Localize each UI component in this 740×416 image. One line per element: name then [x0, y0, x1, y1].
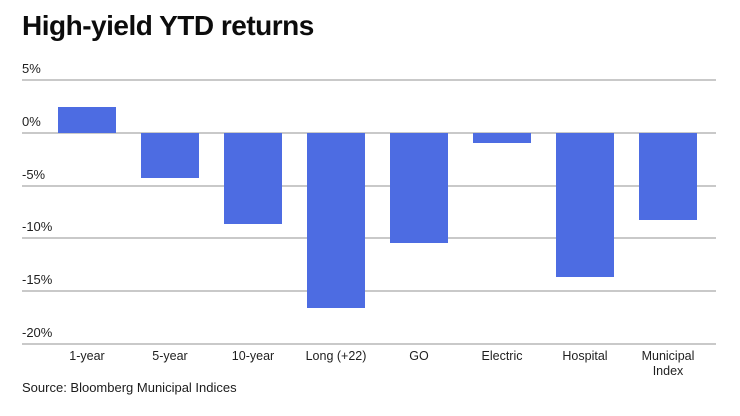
chart-title: High-yield YTD returns — [22, 10, 314, 41]
grid-line — [22, 237, 716, 240]
grid-line — [22, 131, 716, 134]
bar-10-year — [224, 132, 282, 224]
x-axis-category-label: Municipal Index — [641, 349, 695, 378]
x-axis-category-label: 5-year — [152, 349, 188, 363]
x-axis-category-label: GO — [409, 349, 429, 363]
y-axis-tick-label: -5% — [22, 166, 46, 182]
x-axis-category-label: 1-year — [69, 349, 105, 363]
x-axis-category-label: Long (+22) — [305, 349, 367, 363]
grid-line — [22, 79, 716, 81]
bar-1-year — [58, 107, 116, 133]
y-axis-tick-label: -20% — [22, 325, 53, 340]
source-attribution: Source: Bloomberg Municipal Indices — [22, 380, 237, 395]
y-axis-tick-label: 5% — [22, 61, 41, 76]
bar-long-22 — [307, 132, 365, 309]
grid-line — [22, 184, 716, 187]
x-axis-category-label: 10-year — [231, 349, 275, 363]
bar-electric — [473, 132, 531, 144]
grid-line — [22, 343, 716, 345]
bar-go — [390, 132, 448, 243]
y-axis-tick-label: -10% — [22, 219, 53, 235]
y-axis-tick-label: -15% — [22, 272, 53, 288]
x-axis-category-label: Electric — [481, 349, 523, 363]
bar-5-year — [141, 132, 199, 179]
grid-line — [22, 290, 716, 293]
y-axis-tick-label: 0% — [22, 113, 41, 129]
bar-municipal-index — [639, 132, 697, 221]
bar-hospital — [556, 132, 614, 278]
x-axis-category-label: Hospital — [562, 349, 608, 363]
